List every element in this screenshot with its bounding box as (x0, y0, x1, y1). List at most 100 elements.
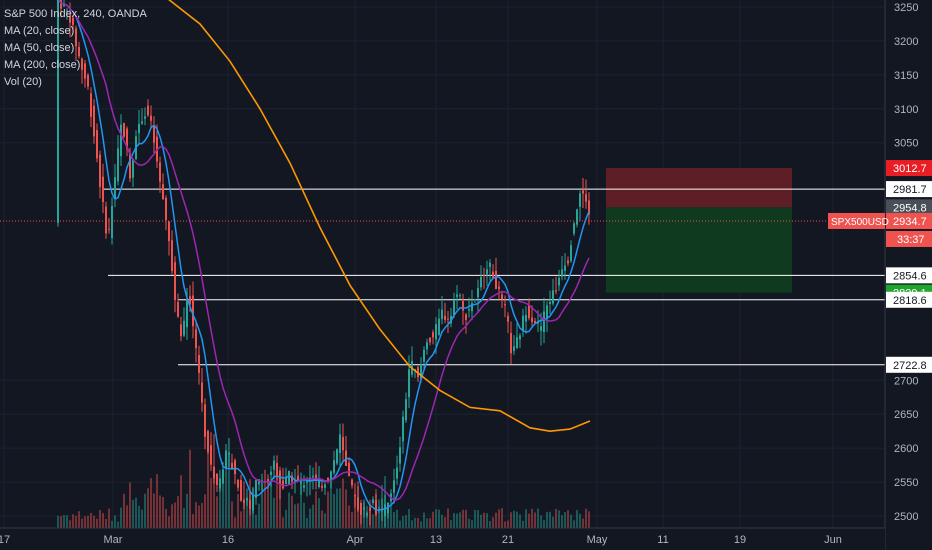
candle-body (297, 475, 299, 482)
volume-bar (84, 516, 86, 528)
candle-body (453, 300, 455, 316)
candle-body (312, 475, 314, 478)
price-label-level[interactable] (886, 267, 932, 284)
candle-body (225, 450, 227, 469)
candle-body (285, 477, 287, 485)
volume-bar (204, 494, 206, 528)
volume-bar (228, 452, 230, 528)
volume-bar (567, 510, 569, 528)
candle-body (366, 513, 368, 516)
price-axis[interactable]: 3250 3200 3150 3100 3050 2700 2650 2600 2550 2500… (828, 0, 932, 550)
candle-body (462, 301, 464, 311)
candle-body (540, 326, 542, 331)
ma200-line (168, 0, 591, 433)
price-label-text: 2954.8 (893, 202, 927, 214)
candle-body (564, 265, 566, 271)
volume-bar (588, 511, 590, 528)
stop-zone[interactable] (606, 168, 792, 208)
volume-bar (558, 510, 560, 528)
volume-bar (177, 496, 179, 528)
volume-bar (555, 508, 557, 528)
time-tick-label: 13 (430, 534, 442, 546)
volume-bar (315, 491, 317, 528)
candle-body (147, 105, 149, 116)
candle-body (69, 16, 71, 23)
candle-body (213, 467, 215, 479)
candle-body (525, 314, 527, 322)
volume-bar (183, 507, 185, 528)
candle-body (87, 75, 89, 87)
time-tick-label: 21 (502, 534, 514, 546)
volume-bar (540, 515, 542, 528)
candle-body (519, 335, 521, 340)
price-tick-label: 2700 (894, 375, 918, 387)
candle-body (222, 469, 224, 484)
legend-ma20[interactable]: MA (20, close) (4, 25, 75, 37)
candle-body (144, 116, 146, 119)
candle-body (579, 193, 581, 207)
volume-bar (501, 508, 503, 528)
volume-bar (414, 517, 416, 528)
candle-body (306, 481, 308, 483)
volume-bar (291, 495, 293, 528)
candle-body (543, 311, 545, 332)
candle-body (576, 209, 578, 225)
legend-ma50[interactable]: MA (50, close) (4, 42, 75, 54)
volume-bar (390, 504, 392, 528)
volume-bar (453, 512, 455, 528)
time-axis[interactable]: 17 Mar 16 Apr 13 21 May 11 19 Jun (0, 527, 885, 550)
price-label-text: 2818.6 (893, 295, 927, 307)
price-label-current[interactable] (886, 212, 932, 229)
volume-bar (477, 510, 479, 528)
volume-bar (516, 511, 518, 528)
legend-volume[interactable]: Vol (20) (4, 76, 42, 88)
price-label-level[interactable] (886, 356, 932, 373)
volume-bar (576, 510, 578, 528)
volume-bar (582, 518, 584, 528)
candle-body (501, 294, 503, 300)
legend-ma200[interactable]: MA (200, close) (4, 59, 81, 71)
candle-body (489, 262, 491, 268)
volume-bar (117, 521, 119, 528)
candle-body (330, 471, 332, 480)
volume-bar (396, 509, 398, 528)
price-label-level[interactable] (886, 291, 932, 308)
price-label-entry[interactable] (886, 199, 932, 216)
candle-body (84, 63, 86, 79)
candle-body (276, 463, 278, 477)
position-zones[interactable] (606, 168, 792, 293)
volume-bar (303, 502, 305, 528)
volume-bar (81, 518, 83, 528)
target-zone[interactable] (606, 207, 792, 293)
volume-bar (231, 501, 233, 528)
candle-body (420, 364, 422, 379)
candle-body (72, 17, 74, 25)
volume-bar (570, 514, 572, 528)
candle-body (201, 382, 203, 403)
chart-title[interactable]: S&P 500 Index, 240, OANDA (4, 8, 147, 20)
price-tick-label: 3050 (894, 138, 918, 150)
volume-bar (522, 520, 524, 528)
volume-bar (510, 512, 512, 528)
volume-bar (318, 498, 320, 528)
candle-body (582, 190, 584, 194)
candle-body (228, 452, 230, 455)
volume-bar (465, 509, 467, 528)
volume-bar (534, 512, 536, 528)
time-tick-label: Mar (104, 534, 123, 546)
price-label-level[interactable] (886, 181, 932, 198)
volume-bar (519, 514, 521, 528)
volume-bar (351, 511, 353, 528)
volume-bar (201, 502, 203, 528)
volume-bar (279, 485, 281, 528)
candle-body (375, 500, 377, 515)
volume-bar (60, 516, 62, 528)
symbol-tag[interactable] (828, 212, 885, 229)
volume-bar (495, 512, 497, 528)
volume-bar (234, 517, 236, 528)
moving-averages (58, 0, 591, 511)
price-label-stop[interactable] (886, 160, 932, 177)
volume-bar (321, 510, 323, 528)
price-tick-label: 2650 (894, 409, 918, 421)
